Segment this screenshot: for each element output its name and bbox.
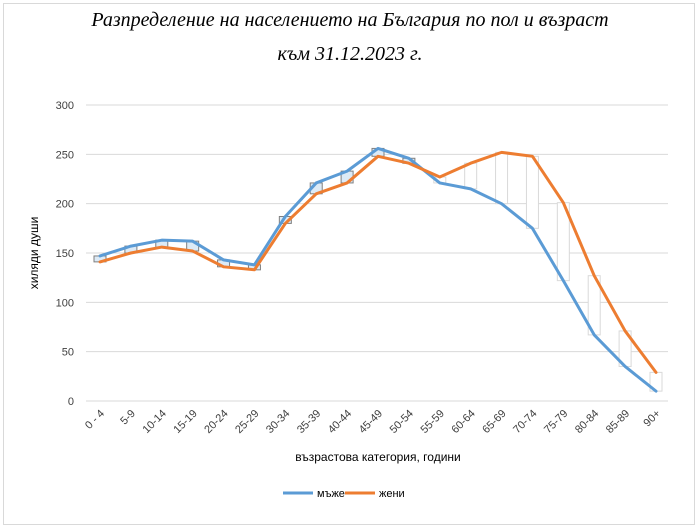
x-tick-label: 70-74	[511, 408, 539, 436]
x-tick-label: 50-54	[388, 408, 416, 436]
x-tick-label: 55-59	[419, 408, 447, 436]
y-axis-title: хиляди души	[27, 217, 41, 290]
x-tick-label: 90+	[641, 408, 663, 430]
chart-frame	[3, 3, 695, 525]
x-tick-label: 35-39	[295, 408, 323, 436]
high-low-bars	[93, 147, 663, 392]
x-tick-label: 15-19	[171, 408, 199, 436]
x-tick-label: 10-14	[141, 408, 169, 436]
series-line-мъже	[98, 146, 658, 393]
x-tick-label: 40-44	[326, 408, 354, 436]
x-axis-title: възрастова категория, години	[295, 450, 460, 464]
y-tick-label: 200	[56, 199, 74, 211]
y-tick-label: 0	[68, 396, 74, 408]
x-tick-label: 20-24	[202, 408, 230, 436]
series-lines	[98, 146, 658, 393]
y-tick-label: 100	[56, 297, 74, 309]
x-tick-label: 0 - 4	[83, 408, 107, 432]
x-tick-labels: 0 - 4 5-9 10-14 15-19 20-24 25-29 30-34 35-39 40…	[83, 408, 663, 436]
chart-subtitle: към 31.12.2023 г.	[277, 43, 423, 65]
x-tick-label: 60-64	[449, 408, 477, 436]
x-tick-label: 45-49	[357, 408, 385, 436]
chart-title: Разпределение на населението на България…	[91, 9, 609, 31]
x-tick-label: 25-29	[233, 408, 261, 436]
x-tick-label: 5-9	[118, 408, 138, 428]
x-tick-label: 85-89	[604, 408, 632, 436]
x-tick-label: 30-34	[264, 408, 292, 436]
high-low-bar	[525, 155, 539, 229]
high-low-bar	[495, 151, 509, 205]
legend: мъже жени	[283, 488, 405, 500]
y-tick-labels: 0 50 100 150 200 250 300	[56, 100, 74, 408]
legend-label: мъже	[317, 488, 345, 500]
x-tick-label: 75-79	[542, 408, 570, 436]
x-tick-label: 65-69	[480, 408, 508, 436]
y-tick-label: 50	[62, 347, 74, 359]
y-tick-label: 300	[56, 100, 74, 112]
legend-label: жени	[379, 488, 405, 500]
series-line-жени	[98, 150, 658, 374]
y-tick-label: 250	[56, 149, 74, 161]
high-low-bar	[464, 162, 478, 190]
x-tick-label: 80-84	[573, 408, 601, 436]
y-tick-label: 150	[56, 248, 74, 260]
